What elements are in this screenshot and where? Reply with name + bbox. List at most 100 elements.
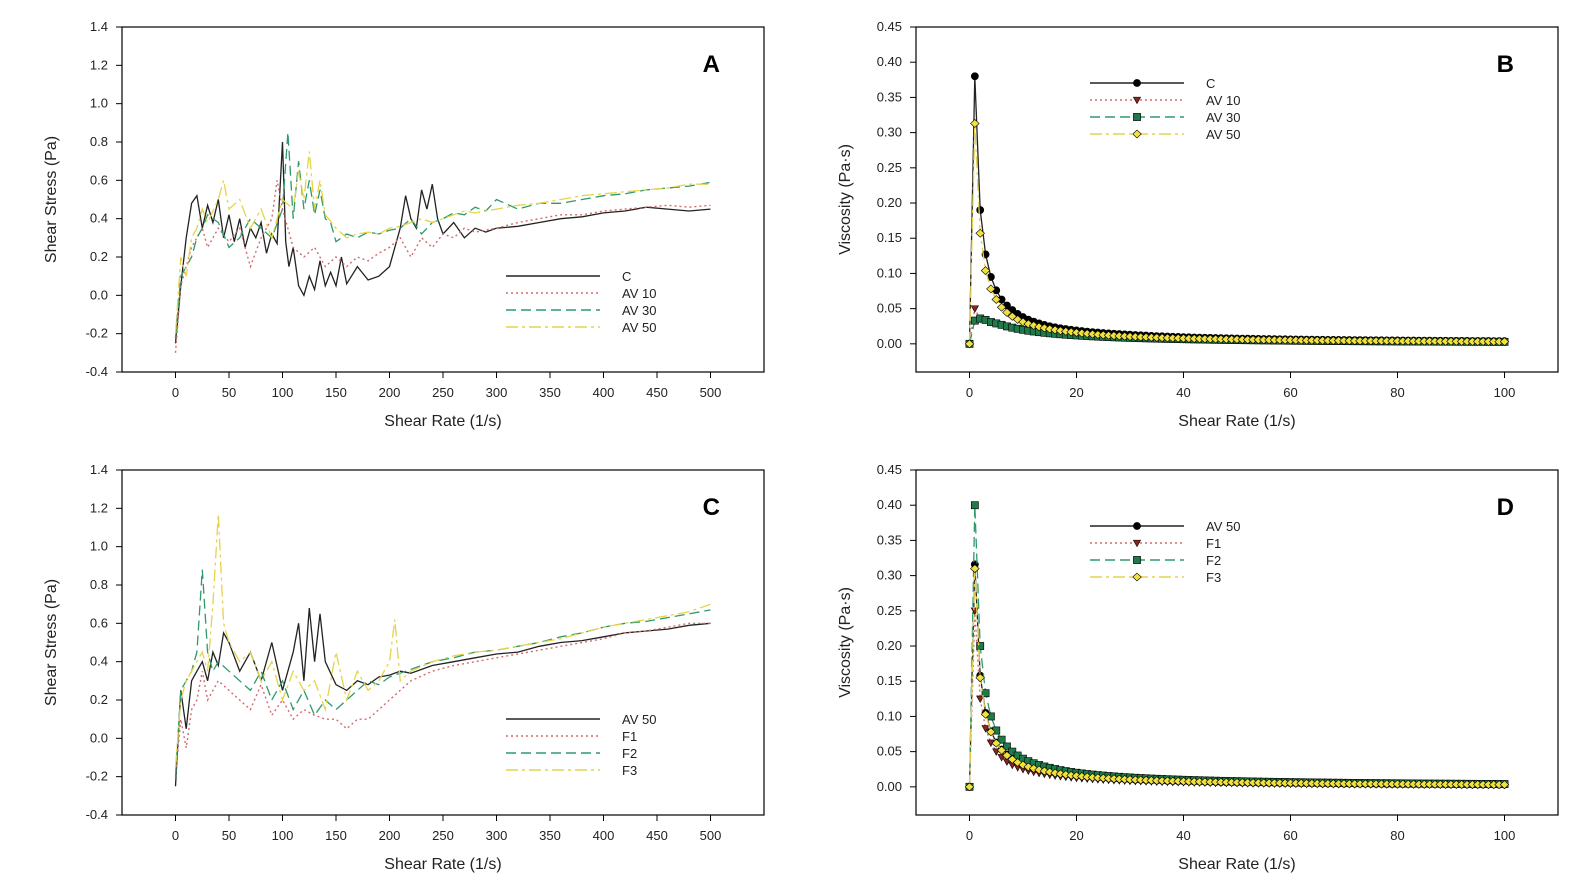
chart-d-series-f3-point <box>991 738 1002 748</box>
chart-a-xtick-label: 400 <box>593 385 615 400</box>
chart-c-xtick-label: 500 <box>700 828 722 843</box>
panel-d: 0.00 0.05 0.10 0.15 0.20 0.25 0.30 0.35 0.40 0.45… <box>794 443 1588 886</box>
chart-b-ytick-label: 0.40 <box>877 54 902 69</box>
chart-a-ytick-label: -0.2 <box>86 326 108 341</box>
chart-d-series-f3-line <box>968 568 1505 787</box>
chart-c-xlabel: Shear Rate (1/s) <box>384 856 501 873</box>
chart-b-ytick-label: 0.00 <box>877 336 902 351</box>
chart-d-legend-f1-marker <box>1132 539 1142 548</box>
chart-b-legend-av-30-marker <box>1133 113 1141 121</box>
chart-c-ytick-label: 0.4 <box>90 654 108 669</box>
chart-d-ytick-label: 0.10 <box>877 708 902 723</box>
chart-d-legend-f1-label: F1 <box>1206 536 1221 551</box>
chart-c-ytick-label: 0.0 <box>90 730 108 745</box>
chart-c-ytick-label: 1.0 <box>90 539 108 554</box>
chart-a-series-av-50-line <box>174 151 711 334</box>
chart-d-series-f3-point <box>1002 751 1012 760</box>
chart-d-series-f3-point <box>996 745 1007 755</box>
chart-c-xtick-label: 350 <box>539 828 561 843</box>
chart-b-series-av-50-point <box>964 339 975 349</box>
chart-c-panel-label: C <box>703 494 720 521</box>
chart-d-series-av-50-line <box>968 564 1505 787</box>
chart-a-legend-av-10-label: AV 10 <box>622 286 656 301</box>
chart-a-ytick-label: 1.4 <box>90 19 108 34</box>
chart-c-xtick-label: 150 <box>325 828 347 843</box>
chart-b-xtick-label: 0 <box>966 385 973 400</box>
chart-b-ylabel: Viscosity (Pa·s) <box>837 144 854 255</box>
chart-b-series-av-50-point <box>970 119 980 128</box>
chart-a-ytick-label: 0.2 <box>90 249 108 264</box>
chart-b-series-av-10-point <box>970 305 979 313</box>
chart-d-xtick-label: 80 <box>1390 828 1404 843</box>
chart-b-series-av-50-point <box>996 302 1007 312</box>
chart-b-series-c-point <box>970 72 979 81</box>
chart-a-xtick-label: 100 <box>272 385 294 400</box>
chart-a-ytick-label: 0.8 <box>90 134 108 149</box>
chart-b-ytick-label: 0.30 <box>877 125 902 140</box>
chart-c-ytick-label: 1.2 <box>90 500 108 515</box>
panel-c: -0.4 -0.2 0.0 0.2 0.4 0.6 0.8 1.0 1.2 1.4 0 50 100 15… <box>0 443 794 886</box>
chart-b-xlabel: Shear Rate (1/s) <box>1178 413 1295 430</box>
chart-d-panel-label: D <box>1497 494 1514 521</box>
chart-a-ytick-label: 0.0 <box>90 287 108 302</box>
chart-c-ytick-label: 0.8 <box>90 577 108 592</box>
chart-a-xtick-label: 450 <box>646 385 668 400</box>
chart-a-legend-av-30-label: AV 30 <box>622 303 656 318</box>
chart-c-legend-f2-label: F2 <box>622 746 637 761</box>
chart-d-series-f1-line <box>968 610 1505 787</box>
chart-c-svg: -0.4 -0.2 0.0 0.2 0.4 0.6 0.8 1.0 1.2 1.4 0 50 100 15… <box>43 462 765 873</box>
chart-d-series-f3-point <box>970 564 980 573</box>
chart-d-frame <box>915 469 1559 816</box>
chart-d-series-f2-point <box>981 689 990 698</box>
chart-c-xtick-label: 250 <box>432 828 454 843</box>
chart-d-series-f2-point <box>970 501 979 510</box>
chart-b-legend-c-label: C <box>1206 76 1215 91</box>
chart-b-ytick-label: 0.25 <box>877 160 902 175</box>
chart-d-series-f1-point <box>981 725 990 733</box>
chart-d-xtick-label: 0 <box>966 828 973 843</box>
chart-b-series-av-50-point <box>975 228 985 238</box>
chart-c-xtick-label: 0 <box>172 828 179 843</box>
chart-b-series-av-50-point <box>1499 337 1510 347</box>
chart-a-xtick-label: 350 <box>539 385 561 400</box>
chart-a-ytick-label: 0.4 <box>90 211 108 226</box>
chart-c-legend-av-50-label: AV 50 <box>622 712 656 727</box>
chart-d-xtick-label: 100 <box>1494 828 1516 843</box>
chart-b-series-c-point <box>976 206 985 214</box>
chart-a-series-c-line <box>174 141 711 344</box>
chart-b-series-av-50-point <box>980 266 991 275</box>
chart-c-series-f3-line <box>174 514 711 768</box>
chart-b-ytick-label: 0.10 <box>877 265 902 280</box>
chart-b-legend-c-marker <box>1133 79 1141 87</box>
chart-b-ytick-label: 0.20 <box>877 195 902 210</box>
chart-b-panel-label: B <box>1497 51 1514 78</box>
chart-b-ytick-label: 0.35 <box>877 89 902 104</box>
chart-d-series-f3-point <box>975 673 985 683</box>
chart-a-series-av-10-line <box>174 180 711 353</box>
chart-d-series-f2-line <box>968 505 1505 787</box>
chart-c-ytick-label: 0.2 <box>90 692 108 707</box>
chart-d-ytick-label: 0.45 <box>877 462 902 477</box>
chart-b-xtick-label: 20 <box>1069 385 1083 400</box>
chart-d-legend-f2-marker <box>1133 556 1141 564</box>
chart-b-xtick-label: 40 <box>1176 385 1190 400</box>
chart-c-series-av-50-line <box>174 607 711 787</box>
chart-b-xtick-label: 60 <box>1283 385 1297 400</box>
chart-c-xtick-label: 300 <box>486 828 508 843</box>
chart-b-legend-av-50-marker <box>1132 129 1142 139</box>
chart-b-ytick-label: 0.05 <box>877 301 902 316</box>
chart-d-ytick-label: 0.05 <box>877 744 902 759</box>
chart-b-series-av-50-point <box>991 295 1002 304</box>
chart-c-legend-f1-label: F1 <box>622 729 637 744</box>
chart-d-series-f3-point <box>1499 780 1510 790</box>
chart-b-frame <box>915 26 1559 373</box>
chart-d-legend-f2-label: F2 <box>1206 553 1221 568</box>
chart-a-panel-label: A <box>703 51 720 78</box>
chart-c-ytick-label: 1.4 <box>90 462 108 477</box>
chart-b-legend-av-30-label: AV 30 <box>1206 110 1240 125</box>
chart-c-ytick-label: -0.2 <box>86 769 108 784</box>
chart-d-ytick-label: 0.25 <box>877 603 902 618</box>
chart-a-xtick-label: 300 <box>486 385 508 400</box>
chart-b-series-av-50-line <box>968 123 1505 344</box>
chart-c-xtick-label: 200 <box>379 828 401 843</box>
